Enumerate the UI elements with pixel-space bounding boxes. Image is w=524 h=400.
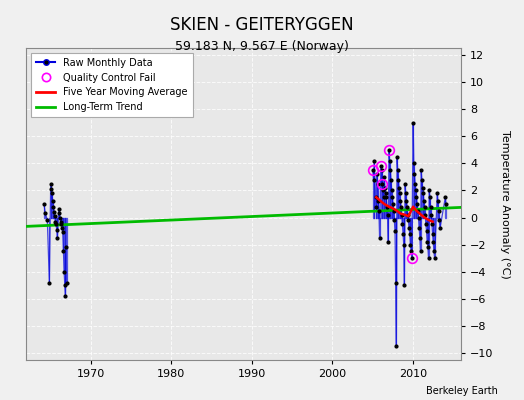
Legend: Raw Monthly Data, Quality Control Fail, Five Year Moving Average, Long-Term Tren: Raw Monthly Data, Quality Control Fail, … bbox=[31, 53, 192, 117]
Text: SKIEN - GEITERYGGEN: SKIEN - GEITERYGGEN bbox=[170, 16, 354, 34]
Y-axis label: Temperature Anomaly (°C): Temperature Anomaly (°C) bbox=[500, 130, 510, 278]
Text: 59.183 N, 9.567 E (Norway): 59.183 N, 9.567 E (Norway) bbox=[175, 40, 349, 53]
Text: Berkeley Earth: Berkeley Earth bbox=[426, 386, 498, 396]
